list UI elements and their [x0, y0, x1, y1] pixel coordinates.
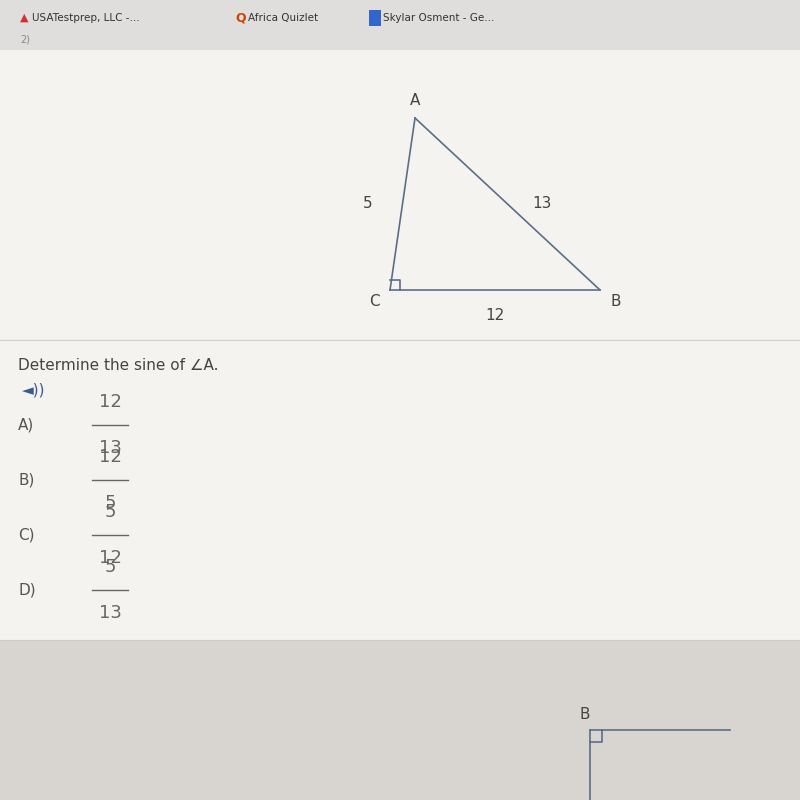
Text: USATestprep, LLC -...: USATestprep, LLC -... — [32, 13, 140, 23]
Text: 5: 5 — [104, 558, 116, 576]
Text: C: C — [370, 294, 380, 309]
Text: 5: 5 — [104, 494, 116, 512]
Text: 12: 12 — [98, 549, 122, 567]
Text: ◄)): ◄)) — [22, 382, 46, 398]
Text: Africa Quizlet: Africa Quizlet — [248, 13, 318, 23]
Text: 12: 12 — [98, 393, 122, 411]
Text: 13: 13 — [533, 197, 552, 211]
Text: 12: 12 — [98, 448, 122, 466]
Text: Q: Q — [235, 11, 246, 25]
Bar — [0, 50, 800, 660]
Text: B: B — [610, 294, 621, 309]
Text: B): B) — [18, 473, 34, 487]
Text: K: K — [370, 11, 380, 25]
Text: A): A) — [18, 418, 34, 433]
Text: A: A — [410, 93, 420, 108]
Text: D): D) — [18, 582, 36, 598]
Text: 2): 2) — [20, 35, 30, 45]
Text: Skylar Osment - Ge...: Skylar Osment - Ge... — [383, 13, 494, 23]
Bar — [0, 0, 800, 50]
Text: 5: 5 — [362, 197, 372, 211]
Text: 13: 13 — [98, 604, 122, 622]
Text: ▲: ▲ — [20, 13, 29, 23]
Text: 12: 12 — [486, 308, 505, 323]
Text: B: B — [580, 707, 590, 722]
Text: C): C) — [18, 527, 34, 542]
Text: Determine the sine of ∠A.: Determine the sine of ∠A. — [18, 358, 218, 373]
Text: 13: 13 — [98, 439, 122, 457]
Text: 5: 5 — [104, 503, 116, 521]
Bar — [0, 640, 800, 800]
